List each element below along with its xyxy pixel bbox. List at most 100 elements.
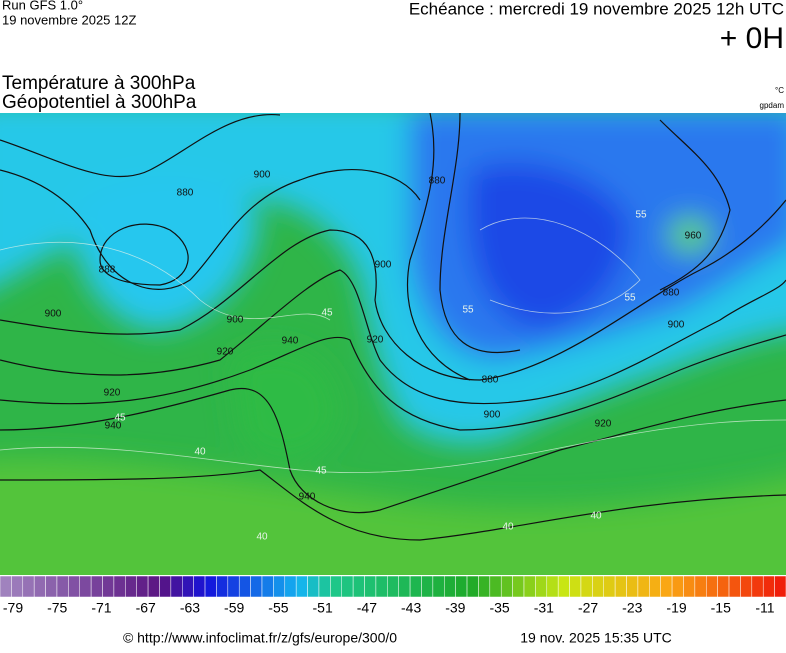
colorbar-cell [603,575,616,598]
title-temperature: Température à 300hPa [2,73,196,94]
colorbar-cell [364,575,377,598]
colorbar-cell [660,575,673,598]
colorbar-cell [728,575,741,598]
colorbar-cell [33,575,46,598]
colorbar-cell [478,575,491,598]
colorbar-cell [557,575,570,598]
colorbar-cell [182,575,194,598]
colorbar-cell [0,575,12,598]
contour-label: 880 [429,176,446,187]
colorbar-cell [11,575,24,598]
colorbar-cell [444,575,456,598]
footer-url: © http://www.infoclimat.fr/z/gfs/europe/… [123,630,397,646]
colorbar-label: -79 [3,600,23,616]
contour-label: 920 [217,347,234,358]
contour-label: 45 [315,466,327,477]
lead-time: + 0H [720,22,784,55]
colorbar-cell [762,575,775,598]
map: 880 888 900 900 920 940 920 940 920 900 880 900 960 8… [0,113,786,575]
colorbar-cell [626,575,639,598]
colorbar-cell [409,575,422,598]
unit-temperature: °C [775,86,784,95]
echeance: Echéance : mercredi 19 novembre 2025 12h… [409,0,784,18]
colorbar-cell [489,575,502,598]
contour-label: 40 [194,447,206,458]
colorbar-cell [273,575,286,598]
colorbar-label: -19 [666,600,686,616]
contour-label: 40 [256,532,268,543]
colorbar-label: -27 [578,600,598,616]
contour-label: 40 [502,522,514,533]
contour-label: 900 [227,315,244,326]
colorbar-cell [694,575,707,598]
colorbar-cell [318,575,331,598]
colorbar-cell [569,575,582,598]
contour-label: 920 [595,419,612,430]
colorbar-cell [706,575,718,598]
contour-label: 55 [462,305,474,316]
contour-label: 45 [321,308,333,319]
colorbar-cell [637,575,650,598]
colorbar-label: -59 [224,600,244,616]
colorbar-cell [147,575,160,598]
colorbar-label: -51 [313,600,333,616]
colorbar-label: -71 [91,600,111,616]
colorbar-cell [683,575,696,598]
isotherms [0,217,786,474]
title-geopotential: Géopotentiel à 300hPa [2,92,197,113]
footer-time: 19 nov. 2025 15:35 UTC [520,630,672,646]
colorbar-cell [671,575,684,598]
colorbar-cell [717,575,730,598]
contour-label: 900 [254,170,271,181]
colorbar-cell [79,575,92,598]
colorbar-label: -43 [401,600,421,616]
colorbar-label: -47 [357,600,377,616]
colorbar-cell [649,575,661,598]
colorbar-cell [580,575,593,598]
colorbar-cell [238,575,251,598]
contour-label: 900 [45,309,62,320]
colorbar-cell [614,575,627,598]
colorbar-cell [398,575,411,598]
colorbar-cell [751,575,764,598]
colorbar-cell [170,575,183,598]
colorbar-cell [284,575,297,598]
contour-label: 940 [299,492,316,503]
colorbar-cell [193,575,206,598]
contours [0,113,786,541]
contour-label: 920 [367,335,384,346]
colorbar-label: -75 [47,600,67,616]
colorbar-label: -55 [268,600,288,616]
colorbar-label: -35 [489,600,509,616]
colorbar-label: -39 [445,600,465,616]
colorbar-cell [45,575,58,598]
colorbar-label: -23 [622,600,642,616]
colorbar-cell [56,575,69,598]
colorbar-cell [295,575,308,598]
colorbar-cell [330,575,342,598]
colorbar-cell [421,575,434,598]
contour-label: 920 [104,388,121,399]
colorbar-cell [341,575,354,598]
contour-label: 940 [105,421,122,432]
colorbar-cell [466,575,479,598]
contour-label: 45 [114,413,126,424]
colorbar-cell [204,575,217,598]
colorbar-cell [387,575,399,598]
colorbar-cell [227,575,240,598]
contour-label: 940 [282,336,299,347]
contour-label: 55 [624,293,636,304]
colorbar-cell [546,575,559,598]
colorbar-label: -31 [534,600,554,616]
colorbar-cell [22,575,35,598]
colorbar-cell [455,575,468,598]
contour-label: 888 [99,265,116,276]
colorbar-cell [68,575,80,598]
colorbar-cell [90,575,103,598]
contour-label: 880 [177,188,194,199]
contour-label: 40 [590,511,602,522]
run-date: 19 novembre 2025 12Z [2,12,136,27]
contour-label: 55 [635,210,647,221]
colorbar-cell [250,575,263,598]
colorbar-cell [512,575,525,598]
